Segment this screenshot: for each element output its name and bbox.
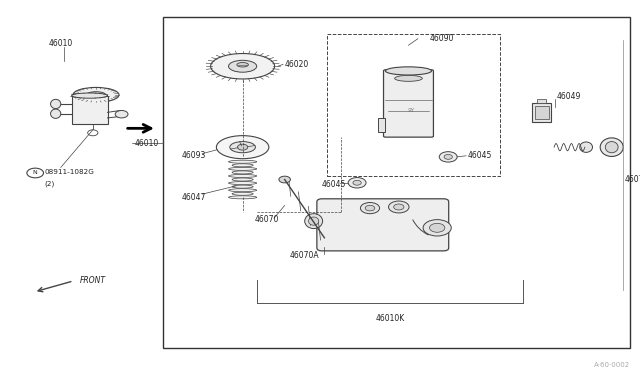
Ellipse shape: [279, 176, 291, 183]
Text: 46045: 46045: [467, 151, 492, 160]
Ellipse shape: [444, 154, 452, 159]
Bar: [535, 106, 549, 119]
Text: 46071: 46071: [625, 175, 640, 184]
Ellipse shape: [308, 217, 319, 225]
Ellipse shape: [305, 214, 323, 228]
Text: 46010: 46010: [134, 139, 159, 148]
Ellipse shape: [228, 182, 257, 185]
Ellipse shape: [232, 178, 253, 181]
Ellipse shape: [211, 54, 275, 79]
Text: ЯY: ЯY: [408, 108, 415, 113]
Text: 46070: 46070: [254, 215, 278, 224]
Text: 46070A: 46070A: [289, 251, 319, 260]
Ellipse shape: [232, 171, 253, 174]
Ellipse shape: [439, 152, 457, 162]
Circle shape: [423, 219, 451, 236]
Ellipse shape: [72, 93, 108, 98]
Ellipse shape: [388, 201, 409, 213]
Text: 46090: 46090: [429, 34, 454, 43]
Bar: [538, 99, 547, 103]
Ellipse shape: [385, 67, 431, 75]
Text: 46045: 46045: [322, 180, 346, 189]
Text: A·60·0002: A·60·0002: [595, 362, 630, 368]
Text: FRONT: FRONT: [80, 276, 106, 285]
Bar: [378, 118, 385, 132]
Text: 46049: 46049: [556, 93, 580, 102]
Ellipse shape: [51, 99, 61, 109]
Circle shape: [115, 110, 128, 118]
Ellipse shape: [232, 164, 253, 167]
Ellipse shape: [394, 204, 404, 210]
Ellipse shape: [365, 205, 375, 211]
Ellipse shape: [353, 180, 361, 185]
Ellipse shape: [216, 136, 269, 159]
Text: 46093: 46093: [182, 151, 206, 160]
Text: 08911-1082G: 08911-1082G: [45, 169, 95, 175]
Ellipse shape: [580, 142, 593, 153]
FancyBboxPatch shape: [317, 199, 449, 251]
Ellipse shape: [86, 92, 106, 98]
Ellipse shape: [228, 167, 257, 170]
Ellipse shape: [232, 192, 253, 195]
Ellipse shape: [600, 138, 623, 157]
FancyBboxPatch shape: [383, 70, 433, 137]
Ellipse shape: [237, 62, 248, 67]
Ellipse shape: [228, 60, 257, 72]
Bar: [326, 34, 500, 176]
Circle shape: [27, 168, 44, 178]
Text: 46010K: 46010K: [375, 314, 404, 323]
Text: 46010: 46010: [49, 39, 73, 48]
Ellipse shape: [395, 76, 422, 81]
Bar: [72, 96, 108, 124]
Ellipse shape: [230, 142, 255, 153]
Ellipse shape: [228, 189, 257, 192]
Text: 46020: 46020: [284, 60, 308, 69]
Circle shape: [429, 223, 445, 232]
Bar: [532, 103, 552, 122]
Ellipse shape: [51, 109, 61, 118]
Circle shape: [88, 130, 98, 136]
Text: 46047: 46047: [182, 193, 206, 202]
Text: N: N: [33, 170, 38, 176]
Ellipse shape: [232, 185, 253, 188]
Ellipse shape: [360, 202, 380, 214]
Text: (2): (2): [45, 180, 55, 187]
Ellipse shape: [228, 160, 257, 163]
Ellipse shape: [228, 174, 257, 177]
Ellipse shape: [228, 196, 257, 199]
Circle shape: [237, 144, 248, 150]
Ellipse shape: [348, 177, 366, 188]
Ellipse shape: [73, 87, 119, 102]
Ellipse shape: [605, 142, 618, 153]
Bar: [163, 17, 630, 348]
